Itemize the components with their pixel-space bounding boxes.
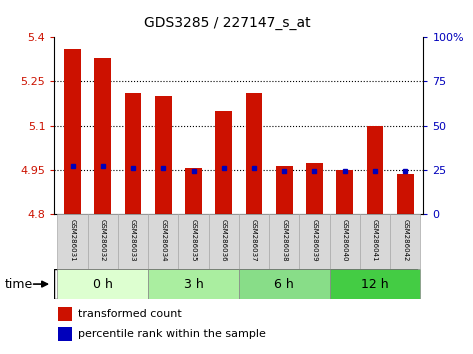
- Text: GSM286036: GSM286036: [221, 218, 227, 261]
- Text: GSM286033: GSM286033: [130, 218, 136, 261]
- Text: GDS3285 / 227147_s_at: GDS3285 / 227147_s_at: [144, 16, 310, 30]
- Bar: [269, 214, 299, 269]
- Bar: [299, 214, 330, 269]
- Bar: [95, 58, 111, 214]
- Text: GSM286038: GSM286038: [281, 218, 287, 261]
- Text: transformed count: transformed count: [79, 309, 182, 319]
- Bar: [58, 307, 72, 320]
- Bar: [148, 214, 178, 269]
- Bar: [245, 93, 263, 214]
- Bar: [336, 170, 353, 214]
- Bar: [276, 166, 292, 214]
- Text: GSM286031: GSM286031: [70, 218, 76, 261]
- Text: time: time: [5, 278, 33, 291]
- Bar: [125, 93, 141, 214]
- Text: 3 h: 3 h: [184, 278, 203, 291]
- Text: GSM286039: GSM286039: [311, 218, 317, 261]
- Text: GSM286041: GSM286041: [372, 218, 378, 261]
- Bar: [118, 214, 148, 269]
- Bar: [209, 214, 239, 269]
- Bar: [185, 169, 202, 214]
- Bar: [397, 174, 413, 214]
- Bar: [306, 162, 323, 214]
- Text: percentile rank within the sample: percentile rank within the sample: [79, 329, 266, 339]
- Text: GSM286040: GSM286040: [342, 218, 348, 261]
- Bar: [178, 214, 209, 269]
- Bar: [215, 111, 232, 214]
- Bar: [239, 214, 269, 269]
- Text: GSM286034: GSM286034: [160, 218, 166, 261]
- Text: 0 h: 0 h: [93, 278, 113, 291]
- Bar: [360, 214, 390, 269]
- Bar: [64, 49, 81, 214]
- Text: GSM286032: GSM286032: [100, 218, 106, 261]
- Text: 12 h: 12 h: [361, 278, 389, 291]
- Bar: [57, 269, 148, 299]
- Bar: [330, 269, 420, 299]
- Bar: [330, 214, 360, 269]
- Text: GSM286042: GSM286042: [402, 218, 408, 261]
- Bar: [88, 214, 118, 269]
- Text: GSM286035: GSM286035: [191, 218, 196, 261]
- Bar: [155, 96, 172, 214]
- Bar: [367, 126, 383, 214]
- Bar: [148, 269, 239, 299]
- Text: 6 h: 6 h: [274, 278, 294, 291]
- Text: GSM286037: GSM286037: [251, 218, 257, 261]
- Bar: [57, 214, 88, 269]
- Bar: [239, 269, 330, 299]
- Bar: [390, 214, 420, 269]
- Bar: [58, 327, 72, 341]
